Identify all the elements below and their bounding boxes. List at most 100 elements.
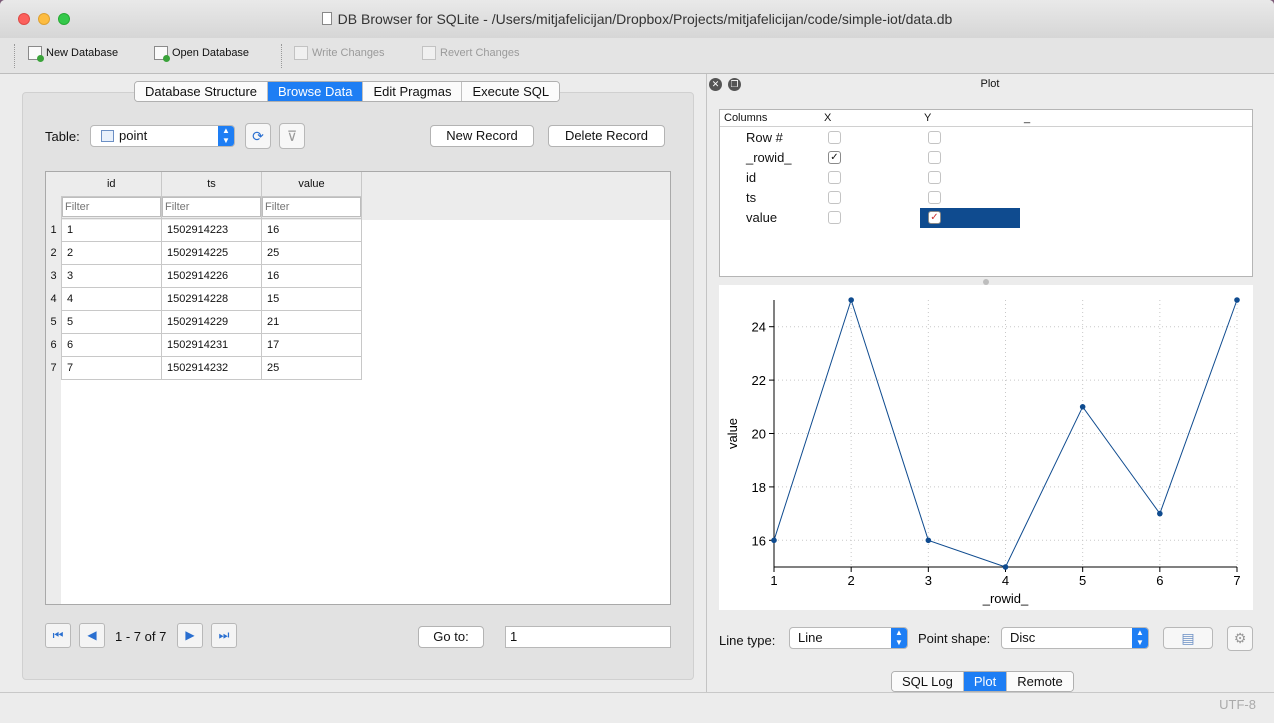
open-database-icon: [154, 46, 170, 62]
row-number[interactable]: 1: [50, 224, 57, 236]
cell-ts[interactable]: 1502914225: [161, 240, 262, 265]
line-chart: 1 2 3 4 5 6 7 16 18 20 22 24 _rowid_ value: [725, 297, 1241, 606]
x-axis-checkbox[interactable]: [828, 171, 841, 184]
plot-area[interactable]: 1 2 3 4 5 6 7 16 18 20 22 24 _rowid_ value: [719, 285, 1253, 610]
plot-column-row[interactable]: ts: [720, 188, 1252, 208]
table-row[interactable]: 6 1502914231 17: [61, 332, 362, 357]
revert-changes-button[interactable]: Revert Changes: [422, 46, 520, 60]
table-select[interactable]: point ▲ ▼: [90, 125, 235, 147]
plot-column-row[interactable]: id: [720, 168, 1252, 188]
cell-id[interactable]: 2: [61, 240, 162, 265]
close-dock-button[interactable]: ✕: [709, 78, 722, 91]
chevron-updown-icon: ▲ ▼: [218, 126, 234, 146]
x-axis-checkbox[interactable]: ✓: [828, 151, 841, 164]
tab-execute-sql[interactable]: Execute SQL: [462, 82, 560, 101]
row-number[interactable]: 4: [50, 293, 57, 305]
write-changes-button[interactable]: Write Changes: [294, 46, 385, 60]
cell-id[interactable]: 1: [61, 217, 162, 242]
previous-page-button[interactable]: ◀: [79, 623, 105, 648]
cell-id[interactable]: 6: [61, 332, 162, 357]
table-row[interactable]: 4 1502914228 15: [61, 286, 362, 311]
tab-sql-log[interactable]: SQL Log: [892, 672, 964, 691]
last-page-button[interactable]: ⏭: [211, 623, 237, 648]
first-page-button[interactable]: ⏮: [45, 623, 71, 648]
cell-ts[interactable]: 1502914226: [161, 263, 262, 288]
line-type-select[interactable]: Line ▲ ▼: [789, 627, 908, 649]
y-axis-selected-cell[interactable]: ✓: [920, 208, 1020, 228]
cell-id[interactable]: 7: [61, 355, 162, 380]
tab-browse-data[interactable]: Browse Data: [268, 82, 364, 101]
cell-id[interactable]: 4: [61, 286, 162, 311]
table-row[interactable]: 5 1502914229 21: [61, 309, 362, 334]
cell-id[interactable]: 5: [61, 309, 162, 334]
x-axis-checkbox[interactable]: [828, 131, 841, 144]
row-number[interactable]: 2: [50, 247, 57, 259]
filter-input-ts[interactable]: [162, 197, 261, 217]
plot-column-row[interactable]: value ✓: [720, 208, 1252, 228]
cell-value[interactable]: 16: [261, 263, 362, 288]
tab-database-structure[interactable]: Database Structure: [135, 82, 269, 101]
y-axis-checkbox[interactable]: [928, 131, 941, 144]
point-shape-select[interactable]: Disc ▲ ▼: [1001, 627, 1149, 649]
cell-ts[interactable]: 1502914228: [161, 286, 262, 311]
cell-value[interactable]: 25: [261, 240, 362, 265]
refresh-button[interactable]: ⟳: [245, 123, 271, 149]
row-number[interactable]: 6: [50, 339, 57, 351]
plot-column-row[interactable]: _rowid_ ✓: [720, 148, 1252, 168]
y-axis-label: value: [725, 418, 740, 449]
row-number[interactable]: 5: [50, 316, 57, 328]
splitter-handle[interactable]: [983, 279, 989, 285]
delete-record-button[interactable]: Delete Record: [548, 125, 665, 147]
y-axis-checkbox[interactable]: [928, 151, 941, 164]
column-header-value[interactable]: value: [261, 172, 362, 197]
y-axis-checkbox[interactable]: [928, 191, 941, 204]
dock-tabs: SQL Log Plot Remote: [891, 671, 1074, 692]
tab-plot[interactable]: Plot: [963, 672, 1008, 691]
table-row[interactable]: 3 1502914226 16: [61, 263, 362, 288]
cell-ts[interactable]: 1502914223: [161, 217, 262, 242]
table-row[interactable]: 1 1502914223 16: [61, 217, 362, 242]
cell-value[interactable]: 16: [261, 217, 362, 242]
row-number[interactable]: 3: [50, 270, 57, 282]
column-header-id[interactable]: id: [61, 172, 162, 197]
cell-ts[interactable]: 1502914229: [161, 309, 262, 334]
tab-remote[interactable]: Remote: [1007, 672, 1073, 691]
float-dock-button[interactable]: ❐: [728, 78, 741, 91]
close-window-button[interactable]: [18, 13, 30, 25]
y-axis-checkbox[interactable]: ✓: [928, 211, 941, 224]
cell-value[interactable]: 15: [261, 286, 362, 311]
cell-value[interactable]: 25: [261, 355, 362, 380]
plot-settings-button[interactable]: ⚙: [1227, 626, 1253, 651]
new-record-button[interactable]: New Record: [430, 125, 534, 147]
cell-value[interactable]: 17: [261, 332, 362, 357]
filter-input-id[interactable]: [62, 197, 161, 217]
clear-filters-button[interactable]: ⊽: [279, 123, 305, 149]
goto-input[interactable]: 1: [505, 626, 671, 648]
x-axis-checkbox[interactable]: [828, 211, 841, 224]
y-tick-label: 22: [752, 373, 766, 388]
cell-value[interactable]: 21: [261, 309, 362, 334]
cell-ts[interactable]: 1502914231: [161, 332, 262, 357]
toolbar-grip: [14, 44, 16, 68]
table-row[interactable]: 2 1502914225 25: [61, 240, 362, 265]
filter-input-value[interactable]: [262, 197, 361, 217]
plot-column-row[interactable]: Row #: [720, 128, 1252, 148]
goto-button[interactable]: Go to:: [418, 626, 484, 648]
filter-clear-icon: ⊽: [286, 127, 298, 144]
next-page-button[interactable]: ▶: [177, 623, 203, 648]
table-row[interactable]: 7 1502914232 25: [61, 355, 362, 380]
open-database-button[interactable]: Open Database: [154, 46, 249, 62]
x-axis-checkbox[interactable]: [828, 191, 841, 204]
row-number[interactable]: 7: [50, 362, 57, 374]
save-plot-button[interactable]: ▤: [1163, 627, 1213, 649]
float-icon: ❐: [730, 79, 739, 89]
minimize-window-button[interactable]: [38, 13, 50, 25]
toolbar-separator: [281, 44, 283, 68]
y-axis-checkbox[interactable]: [928, 171, 941, 184]
new-database-button[interactable]: New Database: [28, 46, 118, 62]
column-header-ts[interactable]: ts: [161, 172, 262, 197]
cell-id[interactable]: 3: [61, 263, 162, 288]
maximize-window-button[interactable]: [58, 13, 70, 25]
cell-ts[interactable]: 1502914232: [161, 355, 262, 380]
tab-edit-pragmas[interactable]: Edit Pragmas: [363, 82, 463, 101]
